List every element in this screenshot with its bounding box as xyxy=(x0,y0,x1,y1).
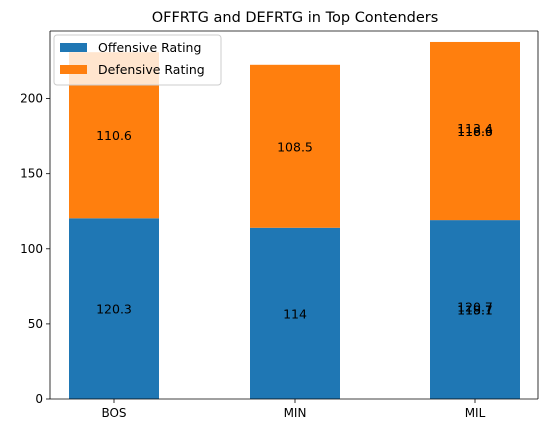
data-label: 110.6 xyxy=(96,128,132,143)
legend-swatch xyxy=(60,43,87,52)
y-tick-label: 200 xyxy=(20,92,43,106)
y-tick-label: 100 xyxy=(20,242,43,256)
y-tick-label: 50 xyxy=(28,317,43,331)
data-label: 108.5 xyxy=(277,139,313,154)
x-tick-label: BOS xyxy=(101,406,126,420)
legend: Offensive Rating Defensive Rating xyxy=(54,35,221,85)
legend-label: Defensive Rating xyxy=(98,62,205,77)
plot-area: 120.3110.6114108.5119.1118.6118.7116.912… xyxy=(20,31,538,420)
data-label: 120.3 xyxy=(96,302,132,317)
chart-title: OFFRTG and DEFRTG in Top Contenders xyxy=(152,10,439,26)
y-tick-label: 150 xyxy=(20,167,43,181)
data-label: 114 xyxy=(283,306,307,321)
x-tick-label: MIN xyxy=(284,406,307,420)
data-label: 113.4 xyxy=(457,121,493,136)
y-tick-label: 0 xyxy=(35,392,43,406)
legend-swatch xyxy=(60,65,87,74)
legend-label: Offensive Rating xyxy=(98,40,201,55)
data-label: 120.7 xyxy=(457,300,493,315)
x-tick-label: MIL xyxy=(465,406,486,420)
